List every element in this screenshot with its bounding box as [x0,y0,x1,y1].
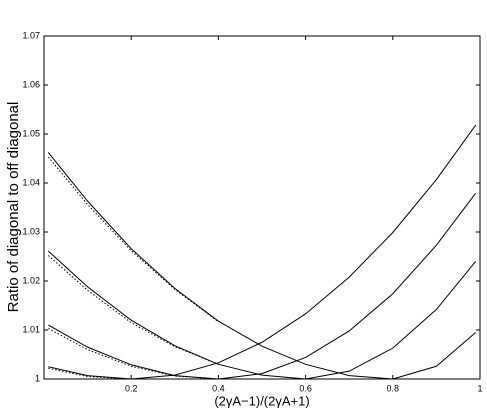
x-tick-label: 0.4 [212,383,225,393]
x-tick-label: 0.8 [387,383,400,393]
y-tick-label: 1.01 [22,324,40,334]
y-tick-label: 1.06 [22,79,40,89]
x-tick-label: 0.2 [125,383,138,393]
y-axis-label: Ratio of diagonal to off diagonal [5,102,22,313]
line-series [48,250,477,380]
line-series [48,192,477,380]
line-series [47,152,476,380]
x-axis-label: (2γA−1)/(2γA+1) [214,393,309,408]
line-series [48,124,477,380]
line-series [47,156,219,323]
x-tick-label: 0.6 [299,383,312,393]
y-tick-label: 1.02 [22,275,40,285]
y-tick-label: 1.04 [22,177,40,187]
y-tick-label: 1.07 [22,30,40,40]
y-tick-label: 1 [35,373,40,383]
plot-frame [43,35,481,380]
y-tick-label: 1.03 [22,226,40,236]
x-tick-label: 1 [477,383,482,393]
line-series [48,328,219,380]
y-tick-label: 1.05 [22,128,40,138]
line-series [48,255,219,365]
